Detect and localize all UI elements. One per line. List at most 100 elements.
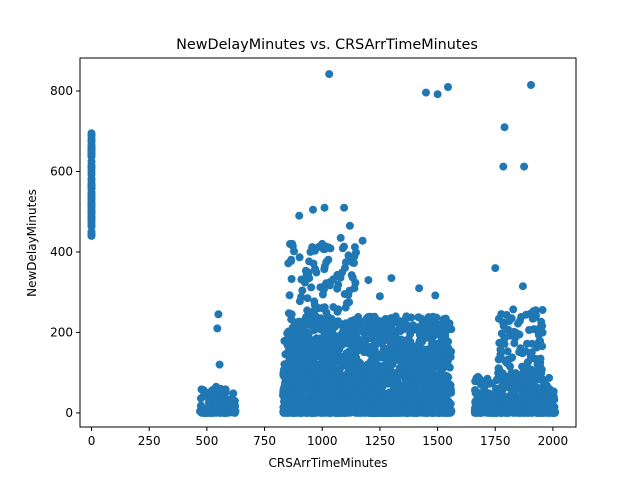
- data-point: [317, 345, 326, 354]
- data-point: [87, 231, 96, 240]
- data-point: [196, 394, 205, 403]
- data-point: [414, 313, 423, 322]
- data-point: [447, 325, 456, 334]
- data-point: [385, 351, 394, 360]
- data-point: [295, 325, 304, 334]
- data-point: [301, 372, 310, 381]
- y-tick-label: 400: [50, 245, 73, 259]
- data-point: [288, 239, 297, 248]
- data-point: [551, 408, 560, 417]
- data-point: [300, 278, 309, 287]
- data-point: [441, 315, 450, 324]
- data-point: [472, 376, 481, 385]
- data-point: [292, 376, 301, 385]
- data-point: [320, 315, 329, 324]
- data-point: [196, 407, 204, 416]
- data-point: [287, 310, 296, 319]
- data-point: [214, 310, 223, 319]
- data-point: [431, 291, 440, 300]
- data-point: [518, 282, 527, 291]
- data-point: [421, 390, 429, 399]
- data-point: [413, 323, 422, 332]
- data-point: [309, 259, 318, 268]
- data-point: [479, 379, 488, 388]
- data-point: [491, 393, 500, 402]
- data-point: [326, 317, 335, 326]
- data-point: [345, 298, 354, 307]
- data-point: [383, 379, 392, 388]
- data-point: [355, 378, 364, 387]
- data-point: [523, 339, 531, 348]
- data-point: [393, 387, 401, 396]
- data-point: [358, 236, 367, 245]
- x-tick-label: 250: [138, 434, 161, 448]
- x-tick-label: 1750: [480, 434, 511, 448]
- data-point: [526, 400, 535, 409]
- data-point: [207, 392, 216, 401]
- data-point: [396, 400, 405, 409]
- data-point: [379, 343, 388, 352]
- x-tick-label: 500: [195, 434, 218, 448]
- data-point: [543, 390, 552, 399]
- data-point: [289, 399, 298, 408]
- data-point: [87, 141, 96, 150]
- data-point: [303, 352, 311, 361]
- data-point: [526, 407, 535, 415]
- data-point: [426, 324, 435, 333]
- data-point: [506, 407, 515, 416]
- data-point: [87, 207, 96, 216]
- data-point: [364, 369, 373, 378]
- data-point: [306, 378, 315, 387]
- data-point: [345, 362, 353, 371]
- data-point: [296, 345, 305, 354]
- data-point: [447, 347, 456, 356]
- x-tick-label: 2000: [538, 434, 569, 448]
- data-point: [297, 392, 306, 401]
- data-point: [307, 283, 316, 292]
- data-point: [284, 331, 293, 339]
- data-point: [363, 404, 372, 413]
- data-point: [504, 375, 513, 384]
- data-point: [352, 353, 361, 362]
- data-point: [342, 324, 351, 333]
- data-point: [306, 362, 315, 371]
- data-point: [322, 334, 331, 343]
- data-point: [87, 135, 96, 144]
- data-point: [324, 243, 333, 252]
- x-tick-label: 750: [253, 434, 276, 448]
- data-point: [447, 388, 456, 397]
- data-point: [355, 327, 364, 336]
- data-point: [313, 319, 321, 328]
- data-point: [319, 396, 328, 405]
- data-point: [532, 343, 541, 352]
- data-point: [353, 365, 361, 374]
- y-tick-label: 600: [50, 164, 73, 178]
- data-point: [287, 275, 296, 283]
- data-point: [87, 183, 96, 192]
- y-tick-label: 800: [50, 84, 73, 98]
- data-point: [491, 264, 500, 273]
- data-point: [430, 356, 439, 365]
- data-point: [479, 404, 488, 413]
- data-point: [290, 247, 298, 256]
- data-point: [536, 354, 545, 363]
- data-point: [329, 303, 338, 312]
- data-point: [527, 348, 536, 357]
- data-point: [323, 360, 332, 369]
- data-point: [345, 347, 353, 356]
- y-tick-label: 200: [50, 325, 73, 339]
- data-point: [423, 354, 432, 363]
- data-point: [295, 297, 304, 306]
- data-point: [421, 398, 430, 407]
- data-point: [367, 375, 376, 384]
- data-point: [317, 404, 326, 413]
- data-point: [542, 402, 551, 411]
- data-point: [339, 408, 348, 417]
- data-point: [499, 321, 508, 330]
- data-point: [318, 374, 327, 383]
- data-point: [385, 392, 394, 401]
- data-point: [391, 332, 400, 341]
- data-point: [506, 362, 514, 371]
- data-point: [415, 336, 424, 345]
- data-point: [401, 339, 410, 348]
